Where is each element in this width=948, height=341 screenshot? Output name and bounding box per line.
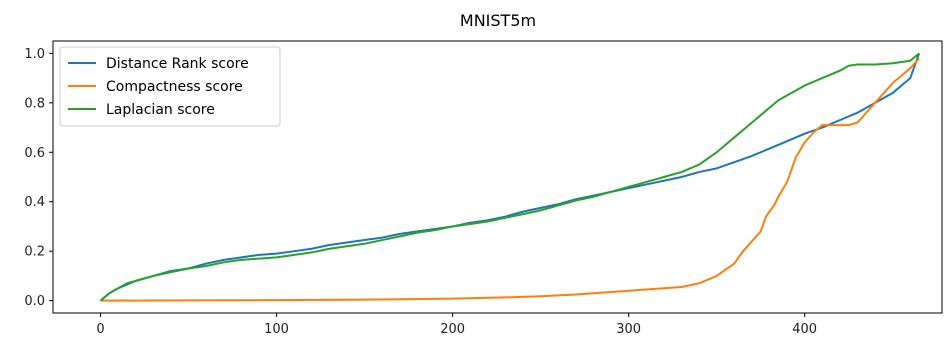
series-line-3: [99, 52, 920, 302]
legend-label: Laplacian score: [106, 102, 215, 118]
x-tick-label: 100: [264, 322, 289, 337]
y-tick-label: 0.6: [24, 146, 45, 161]
series-line-1: [99, 53, 921, 302]
x-tick-label: 400: [792, 322, 817, 337]
plot-frame: [52, 40, 943, 314]
plot-area: [99, 52, 921, 302]
y-tick-label: 0.8: [24, 96, 45, 111]
legend-label: Distance Rank score: [106, 56, 249, 72]
y-tick-label: 0.0: [24, 294, 45, 309]
legend: Distance Rank score Compactness score Lapl…: [59, 46, 281, 127]
y-tick-label: 0.2: [24, 245, 45, 260]
legend-label: Compactness score: [106, 79, 243, 95]
chart-title: MNIST5m: [460, 11, 536, 30]
series-line-2: [100, 57, 920, 302]
x-tick-label: 200: [440, 322, 465, 337]
x-tick-label: 300: [616, 322, 641, 337]
x-tick-label: 0: [96, 322, 104, 337]
axis-ticks: 0 100 200 300 400 0.0 0.2 0.4 0.6 0.8 1.0: [24, 47, 817, 337]
y-tick-label: 0.4: [24, 195, 45, 210]
legend-box: [59, 46, 281, 127]
y-tick-label: 1.0: [24, 47, 45, 62]
